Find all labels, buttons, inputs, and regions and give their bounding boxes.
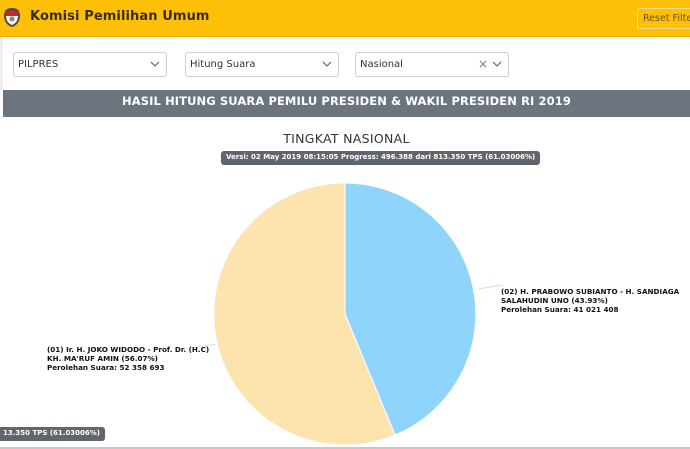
label-02-name: (02) H. PRABOWO SUBIANTO - H. SANDIAGA xyxy=(501,287,680,296)
label-02-votes: Perolehan Suara: 41 021 408 xyxy=(501,305,619,314)
bottom-divider xyxy=(0,447,690,449)
chevron-down-icon xyxy=(492,61,502,67)
level-select-value: Nasional xyxy=(360,59,403,70)
pie-chart xyxy=(192,182,504,446)
pie-chart-panel: TINGKAT NASIONAL Versi: 02 May 2019 08:1… xyxy=(0,117,690,447)
election-select[interactable]: PILPRES xyxy=(13,52,167,77)
connector-line-02 xyxy=(477,284,504,290)
data-label-01: (01) Ir. H. JOKO WIDODO - Prof. Dr. (H.C… xyxy=(47,345,209,372)
results-banner: HASIL HITUNG SUARA PEMILU PRESIDEN & WAK… xyxy=(3,90,690,117)
label-01-name: (01) Ir. H. JOKO WIDODO - Prof. Dr. (H.C… xyxy=(47,345,210,354)
connector-line-01 xyxy=(192,343,217,349)
type-select-value: Hitung Suara xyxy=(190,59,256,70)
level-select[interactable]: Nasional × xyxy=(355,52,509,77)
label-01-votes: Perolehan Suara: 52 358 693 xyxy=(47,363,165,372)
pie-slice-02[interactable] xyxy=(344,182,477,436)
label-01-percent: KH. MA'RUF AMIN (56.07%) xyxy=(47,354,158,363)
chevron-down-icon xyxy=(150,61,160,67)
clear-icon[interactable]: × xyxy=(477,57,488,71)
label-02-percent: SALAHUDIN UNO (43.93%) xyxy=(501,296,608,305)
election-select-value: PILPRES xyxy=(18,59,59,70)
version-badge: Versi: 02 May 2019 08:15:05 Progress: 49… xyxy=(221,151,541,165)
app-title: Komisi Pemilihan Umum xyxy=(30,9,210,24)
reset-filter-button[interactable]: Reset Filter xyxy=(637,8,690,29)
kpu-emblem-icon xyxy=(4,8,20,27)
pie-slice-01[interactable] xyxy=(213,182,396,446)
chart-title: TINGKAT NASIONAL xyxy=(283,131,410,146)
type-select[interactable]: Hitung Suara xyxy=(185,52,339,77)
chevron-down-icon xyxy=(322,61,332,67)
data-label-02: (02) H. PRABOWO SUBIANTO - H. SANDIAGA S… xyxy=(501,287,679,314)
filter-bar: PILPRES Hitung Suara Nasional × xyxy=(0,37,690,90)
progress-tooltip: 13.350 TPS (61.03006%) xyxy=(0,427,105,441)
top-navbar: Komisi Pemilihan Umum Reset Filter xyxy=(0,0,690,37)
